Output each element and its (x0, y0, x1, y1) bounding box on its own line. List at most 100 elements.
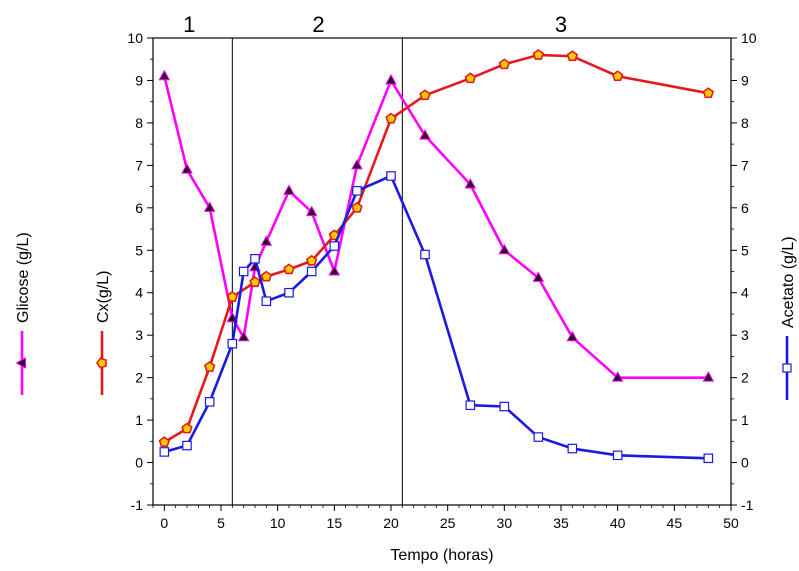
data-point (203, 201, 216, 212)
data-point (306, 266, 317, 277)
data-point (249, 276, 261, 287)
data-point (250, 253, 260, 264)
data-point (702, 371, 715, 382)
legend-acetato-marker (782, 363, 792, 373)
x-tick-label-50: 50 (723, 515, 739, 531)
data-point (260, 235, 273, 246)
data-point (181, 422, 193, 434)
y-left-tick-label-7: 7 (135, 157, 143, 173)
series-1 (158, 69, 715, 382)
y-right-tick-label-6: 6 (741, 200, 749, 216)
y-right-tick-label-2: 2 (741, 370, 749, 386)
series-line-2 (163, 53, 709, 444)
data-point (305, 205, 318, 217)
y-right-tick-label-7: 7 (741, 157, 749, 173)
y-right-tick-label-0: 0 (741, 455, 749, 471)
data-point (498, 58, 511, 70)
data-point (204, 397, 215, 407)
x-tick-label-45: 45 (667, 515, 683, 531)
x-tick-label-20: 20 (383, 515, 399, 531)
data-point (283, 184, 295, 195)
data-point (227, 338, 238, 349)
data-point (566, 50, 579, 62)
data-point (203, 361, 216, 372)
y-left-tick-label-9: 9 (135, 72, 143, 88)
y-left-tick-label-6: 6 (135, 200, 143, 216)
data-point (465, 400, 476, 411)
data-point (464, 72, 477, 84)
data-point (703, 453, 714, 464)
y-right-tick-label-4: 4 (741, 285, 749, 301)
data-point (283, 263, 295, 275)
legend-cx-marker (96, 357, 107, 369)
phase-label-3: 3 (555, 12, 567, 37)
legend-glicose-label: Glicose (g/L) (15, 232, 32, 323)
x-tick-label-30: 30 (497, 515, 513, 531)
data-point (386, 171, 396, 181)
legend-cx: Cx(g/L) (95, 271, 112, 395)
y-left-tick-label-4: 4 (135, 285, 143, 301)
legend-glicose-marker (15, 357, 26, 369)
series-layer (158, 48, 715, 464)
data-point (566, 330, 579, 342)
y-left-tick-label-10: 10 (127, 30, 143, 46)
x-tick-label-40: 40 (610, 515, 626, 531)
series-2 (158, 48, 715, 448)
data-point (532, 271, 545, 282)
y-left-tick-label-2: 2 (135, 370, 143, 386)
series-3 (159, 171, 714, 464)
data-point (612, 450, 623, 461)
data-point (567, 443, 578, 454)
y-left-tick-label-0: 0 (135, 455, 143, 471)
data-point (352, 186, 362, 196)
y-left-tick-label--1: -1 (131, 497, 144, 513)
x-tick-label-10: 10 (270, 515, 286, 531)
data-point (329, 241, 340, 251)
data-point (260, 270, 273, 282)
y-right-tick-label-1: 1 (741, 412, 749, 428)
data-point (611, 70, 624, 82)
x-tick-label-0: 0 (160, 515, 168, 531)
data-point (351, 201, 363, 213)
y-right-tick-label--1: -1 (741, 497, 754, 513)
legend-layer: Glicose (g/L) Cx(g/L) Acetato (g/L) (15, 232, 797, 400)
legend-acetato-label: Acetato (g/L) (780, 236, 797, 328)
data-point (499, 401, 510, 412)
y-right-tick-label-5: 5 (741, 242, 749, 258)
y-left-tick-label-8: 8 (135, 115, 143, 131)
data-point (351, 158, 363, 170)
y-right-tick-label-3: 3 (741, 327, 749, 343)
data-point (464, 177, 477, 189)
data-point (419, 129, 431, 140)
y-left-tick-label-5: 5 (135, 242, 143, 258)
series-line-1 (163, 75, 709, 379)
data-point (182, 440, 192, 451)
legend-glicose: Glicose (g/L) (15, 232, 32, 395)
y-left-tick-label-3: 3 (135, 327, 143, 343)
legend-acetato: Acetato (g/L) (780, 236, 797, 400)
x-axis-label: Tempo (horas) (390, 547, 493, 564)
phase-label-1: 1 (183, 12, 195, 37)
data-point (419, 89, 431, 101)
data-point (533, 432, 544, 442)
x-tick-label-25: 25 (440, 515, 456, 531)
x-tick-label-15: 15 (327, 515, 343, 531)
data-point (284, 287, 294, 298)
data-point (226, 290, 239, 302)
data-point (420, 249, 430, 260)
data-point (498, 243, 511, 255)
data-point (328, 264, 341, 276)
y-right-tick-label-8: 8 (741, 115, 749, 131)
x-tick-label-5: 5 (217, 515, 225, 531)
phase-layer: 1 2 3 (183, 12, 567, 505)
data-point (159, 447, 170, 457)
data-point (237, 330, 250, 342)
data-point (385, 112, 397, 124)
data-point (305, 254, 318, 266)
data-point (158, 69, 171, 81)
data-point (181, 163, 193, 174)
y-left-tick-label-1: 1 (135, 412, 143, 428)
data-point (261, 296, 272, 307)
